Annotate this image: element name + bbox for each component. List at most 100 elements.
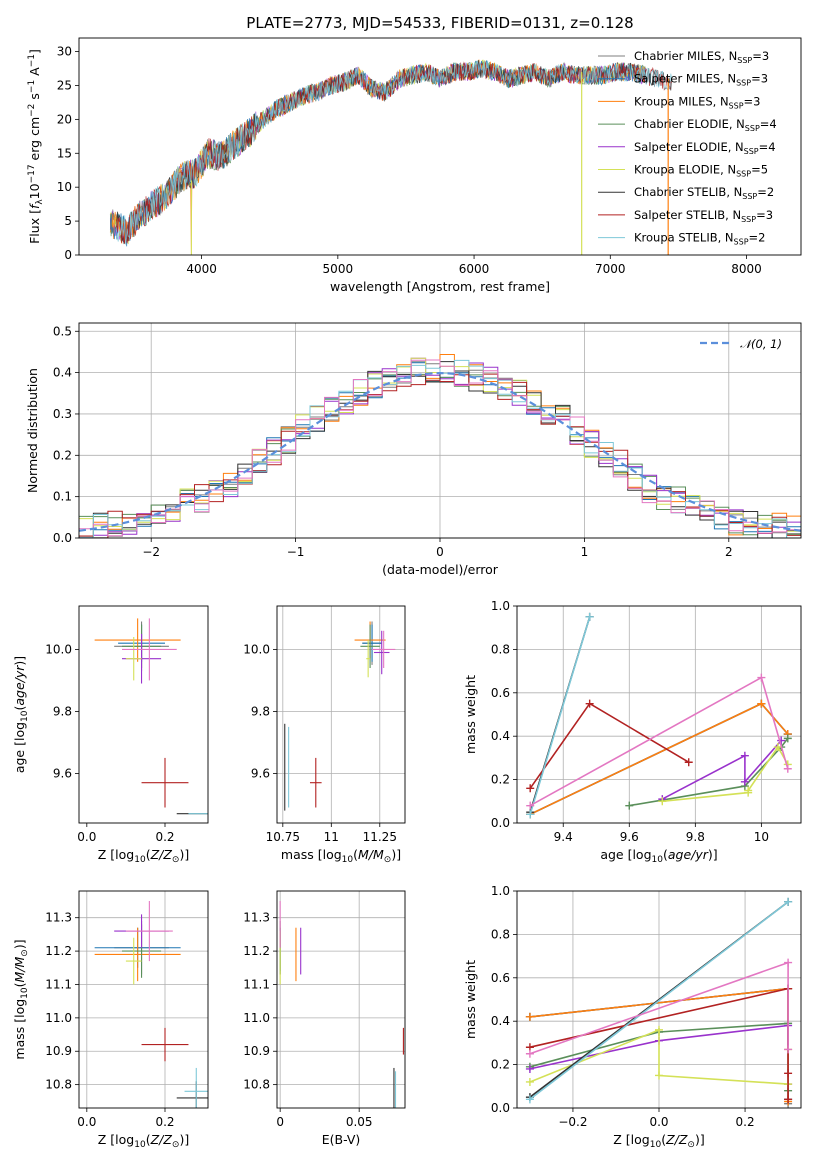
spectrum-legend: Chabrier MILES, NSSP=3 Salpeter MILES, NS… bbox=[598, 49, 777, 247]
weight-marker bbox=[784, 897, 793, 906]
spectrum-lines bbox=[109, 59, 672, 255]
y-tick-label: 10.8 bbox=[45, 1078, 72, 1092]
axes-frame bbox=[516, 605, 802, 824]
weight-marker bbox=[757, 699, 766, 708]
x-tick-label: 0.2 bbox=[155, 1115, 174, 1129]
errorbar-point bbox=[125, 901, 173, 962]
weight-marker bbox=[585, 699, 594, 708]
weight-marker bbox=[525, 1077, 534, 1086]
weight-lines-age_weight bbox=[526, 612, 792, 819]
y-tick-label: 11.2 bbox=[243, 944, 270, 958]
legend-entry: Chabrier STELIB, NSSP=2 bbox=[634, 185, 774, 201]
y-tick-label: 0.3 bbox=[53, 407, 72, 421]
weight-marker bbox=[784, 958, 793, 967]
y-tick-label: 9.6 bbox=[53, 766, 72, 780]
axes-frame bbox=[78, 37, 802, 256]
y-tick-label: 5 bbox=[64, 214, 72, 228]
y-tick-label: 0.2 bbox=[53, 448, 72, 462]
weight-marker bbox=[757, 673, 766, 682]
weight-marker bbox=[585, 612, 594, 621]
weight-marker bbox=[783, 734, 792, 743]
x-axis-label: E(B-V) bbox=[322, 1132, 361, 1147]
errorbar-point bbox=[184, 1067, 208, 1108]
x-tick-label: 2 bbox=[725, 545, 733, 559]
errorbar-point bbox=[94, 927, 181, 982]
weight-marker bbox=[740, 751, 749, 760]
weight-marker bbox=[784, 1069, 793, 1078]
y-tick-label: 0.0 bbox=[53, 531, 72, 545]
weight-line bbox=[529, 676, 789, 807]
histogram-series-7 bbox=[79, 373, 801, 538]
weight-marker bbox=[744, 786, 753, 795]
x-axis-label: wavelength [Angstrom, rest frame] bbox=[330, 279, 550, 294]
spectrum-series-7 bbox=[115, 61, 672, 244]
axes-frame bbox=[276, 605, 406, 824]
errorbar-point bbox=[366, 640, 371, 678]
weight-series-3 bbox=[625, 734, 792, 810]
panel-Z_age: 0.0 0.2 9.6 9.8 10.0 Z [log10(Z/Z⊙)] age [log1… bbox=[12, 605, 209, 865]
weight-lines-Z_weight bbox=[525, 897, 793, 1108]
y-tick-label: 0.1 bbox=[53, 490, 72, 504]
axes-frame bbox=[78, 322, 802, 539]
y-tick-label: 0.6 bbox=[491, 686, 510, 700]
panel-Z_mass: 0.0 0.2 10.8 10.9 11.0 11.1 11.2 11.3 Z [log10(Z… bbox=[12, 890, 209, 1150]
x-tick-label: 11 bbox=[324, 830, 339, 844]
weight-line bbox=[529, 702, 789, 816]
y-tick-label: 10.0 bbox=[45, 642, 72, 656]
x-tick-label: 0.0 bbox=[77, 1115, 96, 1129]
weight-marker bbox=[526, 801, 535, 810]
y-tick-label: 10.0 bbox=[243, 642, 270, 656]
legend-entry: Salpeter ELODIE, NSSP=4 bbox=[634, 140, 776, 156]
y-tick-label: 0.4 bbox=[491, 1014, 510, 1028]
weight-marker bbox=[684, 758, 693, 767]
y-tick-label: 30 bbox=[57, 45, 72, 59]
y-axis-label: age [log10(age/yr)] bbox=[12, 656, 30, 773]
x-tick-label: 9.8 bbox=[686, 830, 705, 844]
errorbar-point bbox=[373, 630, 390, 675]
legend-entry: 𝒩(0, 1) bbox=[740, 337, 782, 351]
panel-ebv_mass: 0 0.05 10.8 10.9 11.0 11.1 11.2 11.3 E(B-V) bbox=[243, 890, 406, 1147]
weight-marker bbox=[526, 784, 535, 793]
weight-line bbox=[529, 616, 591, 815]
weight-series-7 bbox=[526, 699, 693, 793]
x-axis-label: Z [log10(Z/Z⊙)] bbox=[613, 1132, 704, 1150]
x-axis-label: mass [log10(M/M⊙)] bbox=[281, 847, 401, 865]
histogram-steps bbox=[79, 354, 801, 538]
spectrum-series-8 bbox=[115, 59, 672, 245]
errorbar-point bbox=[141, 757, 189, 808]
weight-line bbox=[529, 901, 789, 1100]
errorbars-ebv_mass bbox=[279, 901, 404, 1108]
errorbar-point bbox=[141, 1027, 189, 1062]
errorbar-point bbox=[362, 624, 382, 662]
y-tick-label: 11.0 bbox=[243, 1011, 270, 1025]
x-tick-label: 0.05 bbox=[346, 1115, 373, 1129]
x-axis-label: age [log10(age/yr)] bbox=[600, 847, 717, 865]
weight-series-pink bbox=[525, 958, 793, 1058]
y-tick-label: 9.8 bbox=[53, 704, 72, 718]
weight-line bbox=[529, 702, 789, 816]
weight-marker bbox=[525, 1049, 534, 1058]
y-tick-label: 10.9 bbox=[45, 1044, 72, 1058]
x-tick-label: 9.4 bbox=[554, 830, 573, 844]
weight-series-pink bbox=[526, 673, 792, 810]
x-tick-label: −0.2 bbox=[558, 1115, 587, 1129]
y-tick-label: 25 bbox=[57, 78, 72, 92]
errorbar-point bbox=[360, 624, 380, 668]
legend-entry: Kroupa ELODIE, NSSP=5 bbox=[634, 163, 768, 179]
weight-marker bbox=[783, 764, 792, 773]
legend-entry: Kroupa STELIB, NSSP=2 bbox=[634, 231, 765, 247]
y-tick-label: 0.0 bbox=[491, 1101, 510, 1115]
weight-series-4 bbox=[658, 736, 786, 804]
y-tick-label: 15 bbox=[57, 146, 72, 160]
legend-entry: Chabrier MILES, NSSP=3 bbox=[634, 49, 769, 65]
weight-series-5 bbox=[658, 743, 792, 806]
axes-frame bbox=[78, 605, 209, 824]
y-axis-label: mass weight bbox=[463, 960, 478, 1039]
x-tick-label: 0.2 bbox=[155, 830, 174, 844]
weight-marker bbox=[655, 1025, 663, 1034]
y-tick-label: 11.1 bbox=[243, 977, 270, 991]
y-tick-label: 0.8 bbox=[491, 927, 510, 941]
x-tick-label: −1 bbox=[287, 545, 305, 559]
histogram-series-9 bbox=[79, 359, 801, 537]
